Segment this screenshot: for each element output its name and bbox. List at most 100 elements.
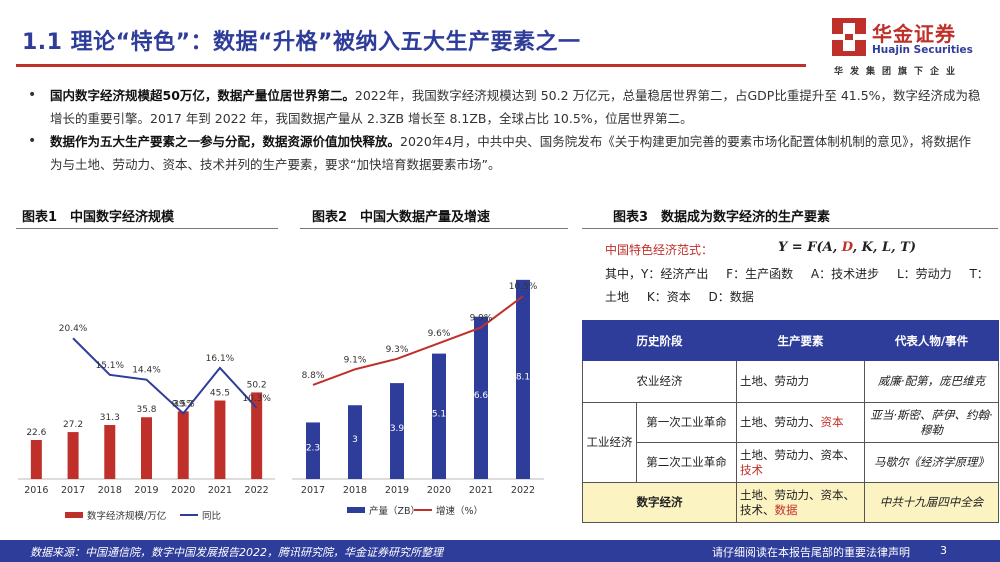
table-row: 工业经济 第一次工业革命 土地、劳动力、资本 亚当·斯密、萨伊、约翰·穆勒 xyxy=(582,402,999,483)
bar xyxy=(390,383,404,479)
stage-digital: 数字经济 xyxy=(582,482,737,523)
formula-symbol-legend: 其中，Y：经济产出 F：生产函数 A：技术进步 L：劳动力 T：土地 K：资本 … xyxy=(605,263,990,309)
production-factor-table: 历史阶段 生产要素 代表人物/事件 农业经济 土地、劳动力 威廉·配第，庞巴维克… xyxy=(582,320,999,523)
x-tick-label: 2016 xyxy=(24,485,48,496)
digital-economy-chart: 22.6 2016 27.2 2017 31.3 2018 35.8 2019 39.2 2020… xyxy=(10,232,280,532)
factors-rev2-base: 土地、劳动力、资本、 xyxy=(740,447,855,462)
bullet-item: • 国内数字经济规模超50万亿，数据产量位居世界第二。2022年，我国数字经济规… xyxy=(22,84,982,130)
bar-value-label: 6.6 xyxy=(474,391,489,401)
bar-value-label: 5.1 xyxy=(432,409,446,419)
person-rev1: 亚当·斯密、萨伊、约翰·穆勒 xyxy=(864,402,999,443)
line-value-label: 9.9% xyxy=(470,313,493,323)
line-value-label: 14.4% xyxy=(132,366,161,376)
header-stage: 历史阶段 xyxy=(582,320,737,361)
formula-suffix: , K, L, T) xyxy=(852,240,916,255)
chart2-title-rule xyxy=(300,228,568,229)
legend-bar-swatch xyxy=(65,512,83,518)
chart2-title: 图表2 中国大数据产量及增速 xyxy=(312,210,491,225)
bar xyxy=(516,279,530,479)
legend-line-label: 增速（%） xyxy=(436,505,483,517)
company-logo: 华金证券 Huajin Securities 华发集团旗下企业 xyxy=(832,18,982,78)
x-tick-label: 2018 xyxy=(98,485,122,496)
digital-economy-chart-svg: 22.6 2016 27.2 2017 31.3 2018 35.8 2019 39.2 2020… xyxy=(18,324,275,522)
line-value-label: 9.1% xyxy=(344,355,367,365)
chart1-title-rule xyxy=(16,228,278,229)
line-value-label: 9.3% xyxy=(386,345,409,355)
line-value-label: 10.5% xyxy=(509,282,538,292)
bar-value-label: 22.6 xyxy=(26,428,46,438)
bar-value-label: 31.3 xyxy=(100,413,120,423)
bar-value-label: 3.9 xyxy=(390,424,405,434)
table-header-row: 历史阶段 生产要素 代表人物/事件 xyxy=(582,320,999,361)
formula-data-term: D xyxy=(841,240,853,255)
footer-bar xyxy=(0,540,1000,562)
legend-bar-label: 数字经济规模/万亿 xyxy=(87,510,166,522)
x-tick-label: 2017 xyxy=(301,485,325,496)
bar xyxy=(432,353,446,479)
person-rev2: 马歇尔《经济学原理》 xyxy=(864,442,999,483)
big-data-chart-svg: 2.3 2017 3 2018 3.9 2019 5.1 2020 6.6 2021 8.1 2022… xyxy=(292,279,544,517)
bar-value-label: 50.2 xyxy=(247,380,267,390)
bar xyxy=(474,316,488,479)
factors-digital-new: 数据 xyxy=(774,502,798,517)
bullet-dot-icon: • xyxy=(28,87,37,103)
person-agri: 威廉·配第，庞巴维克 xyxy=(864,360,999,403)
bullet-list: • 国内数字经济规模超50万亿，数据产量位居世界第二。2022年，我国数字经济规… xyxy=(22,84,982,176)
x-tick-label: 2021 xyxy=(469,485,493,496)
footer-source: 数据来源：中国通信院，数字中国发展报告2022，腾讯研究院，华金证券研究所整理 xyxy=(30,546,443,559)
symbol-labor: L：劳动力 xyxy=(896,267,952,281)
series-line xyxy=(72,337,258,415)
x-tick-label: 2017 xyxy=(61,485,85,496)
rev2-name: 第二次工业革命 xyxy=(636,442,737,483)
bullet-dot-icon: • xyxy=(28,133,37,149)
x-tick-label: 2019 xyxy=(134,485,158,496)
bullet-headline: 数据作为五大生产要素之一参与分配，数据资源价值加快释放。 xyxy=(50,134,401,149)
production-function-formula: Y = F(A, D, K, L, T) xyxy=(778,240,916,255)
symbol-capital: K：资本 xyxy=(646,290,691,304)
big-data-chart: 2.3 2017 3 2018 3.9 2019 5.1 2020 6.6 2021 8.1 2022… xyxy=(292,232,572,532)
bar-value-label: 3 xyxy=(352,435,358,445)
bar-value-label: 45.5 xyxy=(210,389,230,399)
bar-value-label: 35.8 xyxy=(136,405,156,415)
line-value-label: 15.1% xyxy=(95,361,124,371)
table-row: 第二次工业革命 土地、劳动力、资本、技术 马歇尔《经济学原理》 xyxy=(583,442,999,483)
line-value-label: 9.5% xyxy=(172,399,195,409)
bullet-text: 2022年，我国数字经济规模达到 50.2 万亿元，总量稳居世界第二，占GDP比… xyxy=(50,88,981,126)
x-tick-label: 2022 xyxy=(511,485,535,496)
page-number: 3 xyxy=(940,544,947,557)
factors-rev1: 土地、劳动力、资本 xyxy=(736,402,865,443)
series-line xyxy=(312,295,524,386)
line-value-label: 10.3% xyxy=(242,394,271,404)
symbol-function: F：生产函数 xyxy=(726,267,794,281)
bar xyxy=(306,422,320,479)
line-value-label: 20.4% xyxy=(59,324,88,334)
bullet-item: • 数据作为五大生产要素之一参与分配，数据资源价值加快释放。2020年4月，中共… xyxy=(22,130,982,176)
formula-prefix: Y = F(A, xyxy=(778,240,842,255)
factors-rev1-new: 资本 xyxy=(820,415,844,429)
person-digital: 中共十九届四中全会 xyxy=(864,482,999,523)
x-tick-label: 2018 xyxy=(343,485,367,496)
factors-digital-base: 土地、劳动力、资本、技术、 xyxy=(740,487,855,517)
bar xyxy=(348,405,362,479)
bar-value-label: 2.3 xyxy=(306,444,320,454)
table-row: 农业经济 土地、劳动力 威廉·配第，庞巴维克 xyxy=(582,360,999,403)
bar-value-label: 27.2 xyxy=(63,420,83,430)
rev1-name: 第一次工业革命 xyxy=(636,402,737,443)
bar xyxy=(104,425,116,479)
factors-agri: 土地、劳动力 xyxy=(736,360,865,403)
chart1-title: 图表1 中国数字经济规模 xyxy=(22,210,175,225)
header-person: 代表人物/事件 xyxy=(864,320,999,361)
line-value-label: 8.8% xyxy=(302,371,325,381)
line-value-label: 16.1% xyxy=(206,354,235,364)
header-factors: 生产要素 xyxy=(736,320,865,361)
x-tick-label: 2021 xyxy=(208,485,232,496)
page-title: 1.1 理论“特色”：数据“升格”被纳入五大生产要素之一 xyxy=(22,30,581,55)
bar xyxy=(30,440,42,479)
bar xyxy=(251,392,263,479)
logo-english-name: Huajin Securities xyxy=(872,44,973,56)
line-value-label: 9.6% xyxy=(428,329,451,339)
table-row: 数字经济 土地、劳动力、资本、技术、数据 中共十九届四中全会 xyxy=(582,482,999,523)
bar xyxy=(214,400,226,479)
bullet-text: 2020年4月，中共中央、国务院发布《关于构建更加完善的要素市场化配置体制机制的… xyxy=(50,134,972,172)
footer-legal-notice: 请仔细阅读在本报告尾部的重要法律声明 xyxy=(712,546,910,559)
